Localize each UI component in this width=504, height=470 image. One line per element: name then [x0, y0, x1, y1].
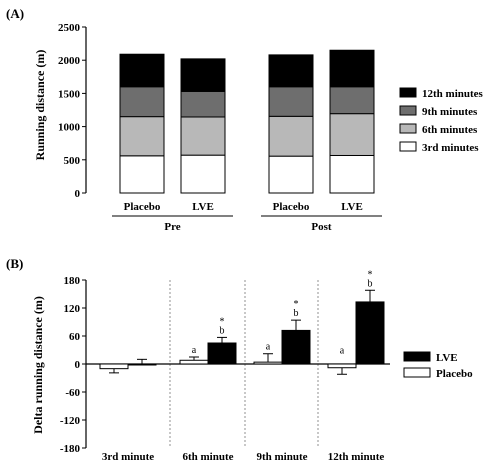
a-y-tick-label: 2500 — [58, 22, 81, 34]
b-annotation: * — [220, 316, 225, 327]
b-x-tick-label: 12th minute — [328, 451, 385, 463]
panel-b-bars: ab*ab*ab* — [99, 269, 385, 375]
b-legend-swatch — [403, 367, 431, 378]
b-bar — [355, 301, 385, 365]
a-y-tick-label: 1000 — [58, 122, 81, 134]
a-x-tick-label: Placebo — [273, 201, 310, 213]
a-bar-segment — [329, 49, 375, 88]
a-bar-segment — [329, 154, 375, 194]
b-y-tick-label: -180 — [60, 443, 81, 455]
b-x-tick-label: 9th minute — [256, 451, 307, 463]
a-bar-segment — [268, 54, 314, 88]
b-annotation: * — [368, 269, 373, 280]
a-legend-label: 12th minutes — [422, 88, 484, 100]
panel-a-ylabel: Running distance (m) — [33, 50, 47, 161]
a-legend-label: 3rd minutes — [422, 142, 479, 154]
b-y-tick-label: 120 — [64, 303, 81, 315]
a-x-tick-label: LVE — [192, 201, 214, 213]
panel-b-label: (B) — [6, 256, 23, 271]
b-y-tick-label: -120 — [60, 415, 81, 427]
a-legend-swatch — [399, 141, 417, 152]
a-bar-segment — [329, 86, 375, 115]
a-legend-swatch — [399, 123, 417, 134]
b-bar — [253, 361, 283, 365]
a-bar-segment — [119, 116, 165, 157]
a-legend-swatch — [399, 105, 417, 116]
a-y-tick-label: 2000 — [58, 55, 81, 67]
a-bar-segment — [119, 86, 165, 118]
panel-b-legend: LVE Placebo — [403, 351, 473, 380]
b-legend-label: LVE — [436, 352, 458, 364]
b-x-tick-label: 3rd minute — [102, 451, 154, 463]
b-bar — [99, 363, 129, 370]
b-y-tick-label: -60 — [65, 387, 80, 399]
a-x-tick-label: LVE — [341, 201, 363, 213]
panel-a-bars — [119, 49, 375, 194]
panel-a: (A) Running distance (m) 0 500 1000 1500 200… — [6, 6, 484, 233]
a-bar-segment — [180, 90, 226, 118]
b-bar — [327, 363, 357, 369]
b-annotation: b — [368, 278, 373, 289]
a-y-tick-label: 1500 — [58, 88, 81, 100]
a-y-tick-label: 0 — [75, 188, 81, 200]
b-annotation: b — [294, 308, 299, 319]
b-bar — [179, 359, 209, 365]
panel-a-label: (A) — [6, 6, 24, 21]
b-x-tick-label: 6th minute — [182, 451, 233, 463]
panel-b-ylabel: Delta running distance (m) — [31, 296, 45, 434]
panel-a-y-axis: 0 500 1000 1500 2000 2500 — [58, 22, 87, 200]
panel-b-x-labels: 3rd minute 6th minute 9th minute 12th minut… — [102, 451, 385, 463]
b-annotation: * — [294, 299, 299, 310]
b-bar — [207, 342, 237, 365]
a-bar-segment — [180, 116, 226, 156]
a-bar-segment — [180, 58, 226, 92]
b-annotation: a — [266, 342, 271, 353]
a-bar-segment — [119, 53, 165, 88]
b-y-tick-label: 180 — [64, 275, 81, 287]
a-group-label: Pre — [164, 221, 180, 233]
a-legend-swatch — [399, 87, 417, 98]
a-bar-segment — [268, 155, 314, 194]
a-bar-segment — [119, 155, 165, 194]
panel-b: (B) Delta running distance (m) -180 -120 -… — [6, 256, 473, 463]
a-y-tick-label: 500 — [64, 155, 81, 167]
a-bar-segment — [268, 86, 314, 117]
panel-a-groups: Pre Post — [112, 215, 382, 233]
a-bar-segment — [329, 113, 375, 156]
b-annotation: a — [340, 345, 345, 356]
b-bar — [281, 329, 311, 365]
a-legend-label: 6th minutes — [422, 124, 478, 136]
b-annotation: a — [192, 345, 197, 356]
b-y-tick-label: 0 — [75, 359, 81, 371]
a-x-tick-label: Placebo — [124, 201, 161, 213]
a-group-label: Post — [311, 221, 332, 233]
panel-a-x-labels: Placebo LVE Placebo LVE — [124, 201, 363, 213]
b-annotation: b — [220, 325, 225, 336]
b-bar — [127, 363, 157, 366]
b-legend-swatch — [403, 351, 431, 362]
a-bar-segment — [268, 115, 314, 157]
b-y-tick-label: 60 — [69, 331, 81, 343]
a-legend-label: 9th minutes — [422, 106, 478, 118]
panel-a-legend: 12th minutes 9th minutes 6th minutes 3rd mi… — [399, 87, 484, 154]
a-bar-segment — [180, 154, 226, 194]
b-legend-label: Placebo — [436, 368, 473, 380]
